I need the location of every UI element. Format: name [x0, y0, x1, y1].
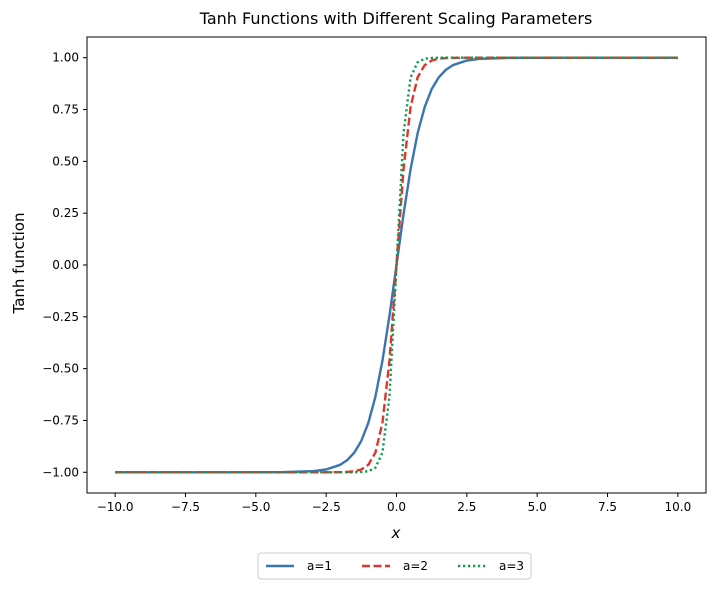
x-tick-label: −5.0 [241, 500, 270, 514]
plot-area: −10.0 −7.5 −5.0 −2.5 0.0 2.5 5.0 7.5 10.0 −1.00 −0… [42, 36, 707, 514]
legend-box [257, 552, 532, 580]
x-tick-label: 2.5 [457, 500, 476, 514]
y-tick-label: −0.50 [42, 362, 79, 376]
y-tick-label: 0.50 [52, 154, 79, 168]
x-tick-label: 0.0 [387, 500, 406, 514]
y-tick-label: 0.25 [52, 206, 79, 220]
y-tick-label: −0.25 [42, 310, 79, 324]
x-tick-label: −7.5 [171, 500, 200, 514]
legend: a=1 a=2 a=3 [257, 552, 532, 580]
x-tick-label: −2.5 [312, 500, 341, 514]
chart-title: Tanh Functions with Different Scaling Pa… [199, 9, 593, 28]
x-tick-label: 10.0 [665, 500, 692, 514]
y-tick-label: 1.00 [52, 51, 79, 65]
x-axis-title: x [391, 524, 401, 542]
x-tick-label: −10.0 [97, 500, 134, 514]
y-tick-label: −1.00 [42, 465, 79, 479]
legend-label-1: a=1 [307, 559, 332, 573]
legend-label-2: a=2 [403, 559, 428, 573]
y-tick-label: 0.00 [52, 258, 79, 272]
x-tick-label: 7.5 [598, 500, 617, 514]
legend-label-3: a=3 [499, 559, 524, 573]
x-tick-label: 5.0 [528, 500, 547, 514]
series-line-3 [115, 56, 678, 474]
y-axis-title: Tanh function [10, 213, 28, 315]
y-tick-label: −0.75 [42, 413, 79, 427]
y-tick-label: 0.75 [52, 103, 79, 117]
